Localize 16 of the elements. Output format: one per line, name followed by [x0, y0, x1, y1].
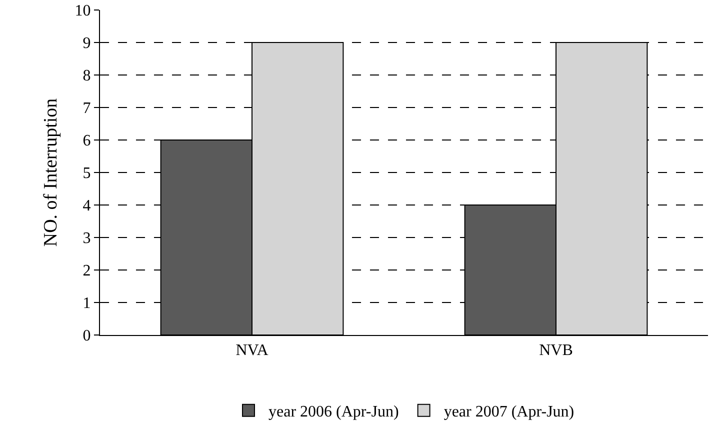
y-axis-title: NO. of Interruption	[40, 98, 62, 247]
legend-label: year 2006 (Apr-Jun)	[268, 404, 399, 421]
x-tick-label: NVB	[539, 342, 573, 360]
legend-label: year 2007 (Apr-Jun)	[444, 404, 574, 421]
y-tick-label: 2	[82, 262, 91, 280]
y-tick-label: 8	[82, 68, 91, 85]
y-tick-label: 10	[74, 2, 91, 20]
y-tick-label: 4	[82, 198, 91, 215]
y-tick-label: 1	[82, 295, 91, 312]
y-tick-label: 6	[82, 132, 91, 150]
y-tick-label: 0	[82, 328, 91, 345]
x-tick-label: NVA	[236, 342, 269, 360]
y-tick-label: 3	[82, 230, 91, 248]
y-tick-label: 7	[82, 100, 91, 118]
y-tick-label: 5	[82, 165, 91, 182]
y-tick-label: 9	[82, 35, 91, 52]
